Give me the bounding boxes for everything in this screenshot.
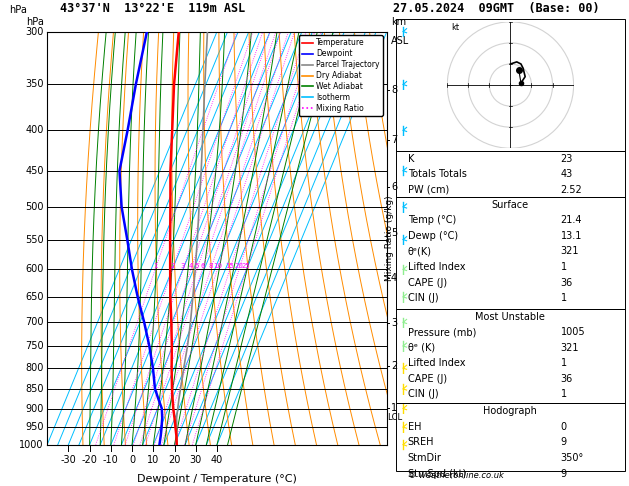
Text: 900: 900 [25,403,44,414]
Text: -10: -10 [103,455,119,465]
Text: Hodograph: Hodograph [484,406,537,417]
Text: Pressure (mb): Pressure (mb) [408,327,476,337]
Text: 1005: 1005 [560,327,586,337]
Text: 850: 850 [25,384,44,394]
Text: 1: 1 [391,403,397,413]
Text: PW (cm): PW (cm) [408,185,449,195]
Text: SREH: SREH [408,437,434,448]
Text: K: K [408,154,414,164]
Text: 5: 5 [391,228,397,238]
Text: 450: 450 [25,166,44,176]
Text: 10: 10 [147,455,159,465]
Text: 350: 350 [25,80,44,89]
Text: 1: 1 [153,263,157,269]
Text: 321: 321 [560,343,579,353]
Text: 350°: 350° [560,453,584,463]
Text: 1000: 1000 [19,440,44,450]
Text: 27.05.2024  09GMT  (Base: 00): 27.05.2024 09GMT (Base: 00) [393,1,599,15]
Text: 6: 6 [200,263,204,269]
Text: 20: 20 [169,455,181,465]
Legend: Temperature, Dewpoint, Parcel Trajectory, Dry Adiabat, Wet Adiabat, Isotherm, Mi: Temperature, Dewpoint, Parcel Trajectory… [299,35,383,116]
Text: 43°37'N  13°22'E  119m ASL: 43°37'N 13°22'E 119m ASL [60,1,245,15]
Text: Dewp (°C): Dewp (°C) [408,231,458,241]
Text: 3: 3 [181,263,186,269]
Text: CAPE (J): CAPE (J) [408,278,447,288]
Text: 550: 550 [25,235,44,244]
Text: 1: 1 [560,293,567,303]
Text: 9: 9 [560,437,567,448]
Text: CIN (J): CIN (J) [408,293,438,303]
Text: Dewpoint / Temperature (°C): Dewpoint / Temperature (°C) [137,473,297,484]
Text: ASL: ASL [391,36,409,46]
Text: CIN (J): CIN (J) [408,389,438,399]
Text: 7: 7 [391,135,397,145]
Text: © weatheronline.co.uk: © weatheronline.co.uk [408,471,504,480]
Text: StmDir: StmDir [408,453,442,463]
Text: km: km [391,17,406,27]
Text: 800: 800 [25,363,44,373]
Text: -20: -20 [82,455,97,465]
Text: hPa: hPa [9,4,27,15]
Text: θᵉ (K): θᵉ (K) [408,343,435,353]
Text: 15: 15 [225,263,235,269]
Text: 21.4: 21.4 [560,215,582,226]
Text: 3: 3 [391,318,397,328]
Text: CAPE (J): CAPE (J) [408,374,447,384]
Text: 650: 650 [25,292,44,302]
Text: 321: 321 [560,246,579,257]
Text: 5: 5 [195,263,199,269]
Text: 1: 1 [560,389,567,399]
Text: 2.52: 2.52 [560,185,582,195]
Text: Temp (°C): Temp (°C) [408,215,456,226]
Text: 700: 700 [25,317,44,327]
Text: EH: EH [408,422,421,432]
Text: 1: 1 [560,358,567,368]
Text: 750: 750 [25,341,44,351]
Text: 2: 2 [391,361,397,371]
Text: Mixing Ratio (g/kg): Mixing Ratio (g/kg) [386,195,394,281]
Text: 23: 23 [560,154,573,164]
Text: 30: 30 [190,455,202,465]
Text: θᵉ(K): θᵉ(K) [408,246,431,257]
Text: 43: 43 [560,169,573,179]
Text: 600: 600 [25,264,44,275]
Text: 1: 1 [560,262,567,272]
Text: 10: 10 [213,263,222,269]
Text: StmSpd (kt): StmSpd (kt) [408,469,466,479]
Text: Totals Totals: Totals Totals [408,169,467,179]
Text: LCL: LCL [387,413,403,422]
Text: -30: -30 [60,455,76,465]
Text: 400: 400 [25,125,44,135]
Text: 4: 4 [391,274,397,283]
Text: 40: 40 [211,455,223,465]
Text: 950: 950 [25,422,44,432]
Text: 9: 9 [560,469,567,479]
Text: 36: 36 [560,278,573,288]
Text: kt: kt [452,23,460,32]
Text: 2: 2 [170,263,175,269]
Text: Lifted Index: Lifted Index [408,262,465,272]
Text: 300: 300 [25,27,44,36]
Text: Lifted Index: Lifted Index [408,358,465,368]
Text: 500: 500 [25,202,44,212]
Text: Surface: Surface [492,200,529,210]
Text: hPa: hPa [26,17,44,27]
Text: 6: 6 [391,182,397,192]
Text: 13.1: 13.1 [560,231,582,241]
Text: 20: 20 [235,263,243,269]
Text: 8: 8 [391,86,397,95]
Text: 0: 0 [560,422,567,432]
Text: 4: 4 [189,263,193,269]
Text: 25: 25 [242,263,251,269]
Text: 8: 8 [208,263,213,269]
Text: 36: 36 [560,374,573,384]
Text: 0: 0 [129,455,135,465]
Text: Most Unstable: Most Unstable [476,312,545,322]
